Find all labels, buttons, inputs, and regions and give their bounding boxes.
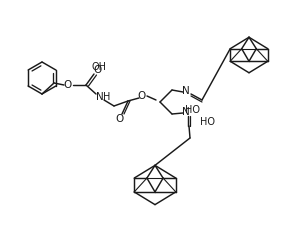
Text: N: N <box>182 86 190 96</box>
Text: O: O <box>64 80 72 90</box>
Text: HO: HO <box>185 105 201 115</box>
Text: O: O <box>93 65 101 75</box>
Text: HO: HO <box>200 117 215 127</box>
Text: N: N <box>182 107 190 117</box>
Text: OH: OH <box>91 62 106 72</box>
Text: O: O <box>138 91 146 101</box>
Text: H: H <box>103 92 111 102</box>
Text: O: O <box>116 114 124 124</box>
Text: N: N <box>96 92 104 102</box>
